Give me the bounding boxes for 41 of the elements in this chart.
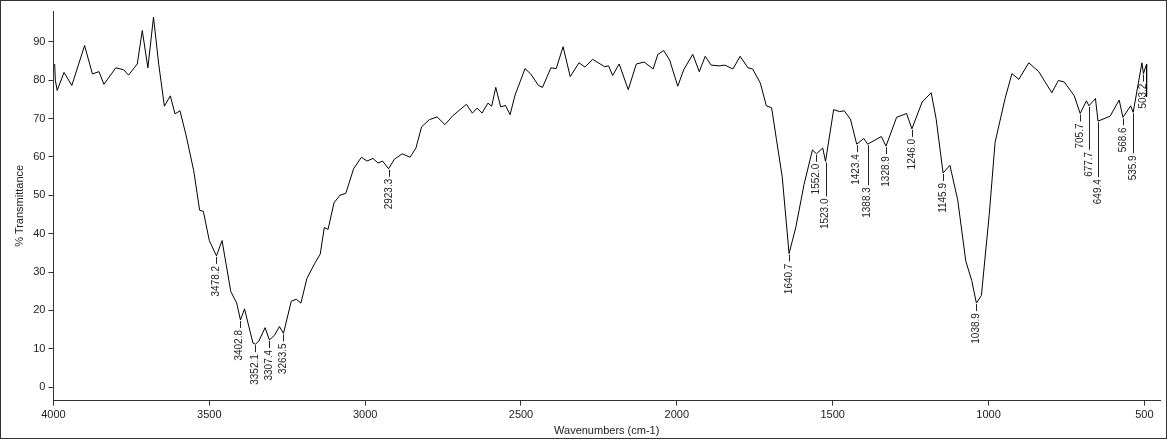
annotation: 3263.5 bbox=[276, 343, 288, 375]
y-tick-label: 70 bbox=[33, 111, 46, 124]
y-tick-label: 20 bbox=[33, 303, 46, 316]
annotation: 535.9 bbox=[1126, 154, 1138, 181]
x-tick-label: 2500 bbox=[508, 408, 534, 421]
x-tick-label: 2000 bbox=[664, 408, 690, 421]
annotation: 1145.9 bbox=[936, 182, 948, 213]
y-tick-label: 80 bbox=[33, 73, 46, 86]
y-tick-label: 50 bbox=[33, 188, 46, 201]
annotation: 3307.4 bbox=[263, 349, 275, 381]
annotation: 1038.9 bbox=[970, 312, 982, 344]
annotation: 3402.8 bbox=[233, 329, 245, 361]
annotation: 503.2 bbox=[1137, 83, 1149, 109]
y-axis-title: % Transmittance bbox=[12, 164, 25, 247]
annotation: 1328.9 bbox=[879, 155, 891, 187]
x-tick-label: 1000 bbox=[976, 408, 1001, 421]
annotation: 677.7 bbox=[1082, 151, 1094, 177]
x-tick-label: 3000 bbox=[352, 408, 378, 421]
y-tick-label: 10 bbox=[33, 341, 46, 354]
annotation: 1246.0 bbox=[905, 138, 917, 170]
annotation: 1388.3 bbox=[861, 186, 873, 218]
annotation: 3478.2 bbox=[209, 265, 221, 297]
x-axis-title: Wavenumbers (cm-1) bbox=[554, 424, 660, 437]
annotation: 3352.1 bbox=[249, 353, 261, 385]
y-tick-label: 40 bbox=[33, 226, 46, 239]
y-tick-label: 30 bbox=[33, 265, 46, 278]
x-tick-label: 500 bbox=[1135, 408, 1154, 421]
annotation: 1640.7 bbox=[782, 263, 794, 295]
y-tick-label: 90 bbox=[33, 34, 46, 47]
x-tick-label: 1500 bbox=[820, 408, 845, 421]
x-tick-label: 3500 bbox=[197, 408, 222, 421]
y-tick-label: 60 bbox=[33, 149, 46, 162]
y-tick-label: 0 bbox=[39, 380, 46, 393]
annotation: 568.6 bbox=[1116, 126, 1128, 153]
annotation: 1552.0 bbox=[810, 163, 822, 195]
annotation: 649.4 bbox=[1091, 178, 1103, 205]
annotation: 1423.4 bbox=[850, 153, 862, 185]
annotation: 1523.0 bbox=[819, 198, 831, 230]
annotation: 705.7 bbox=[1074, 123, 1086, 149]
x-tick-label: 4000 bbox=[41, 408, 66, 421]
annotation: 2923.3 bbox=[382, 178, 394, 210]
